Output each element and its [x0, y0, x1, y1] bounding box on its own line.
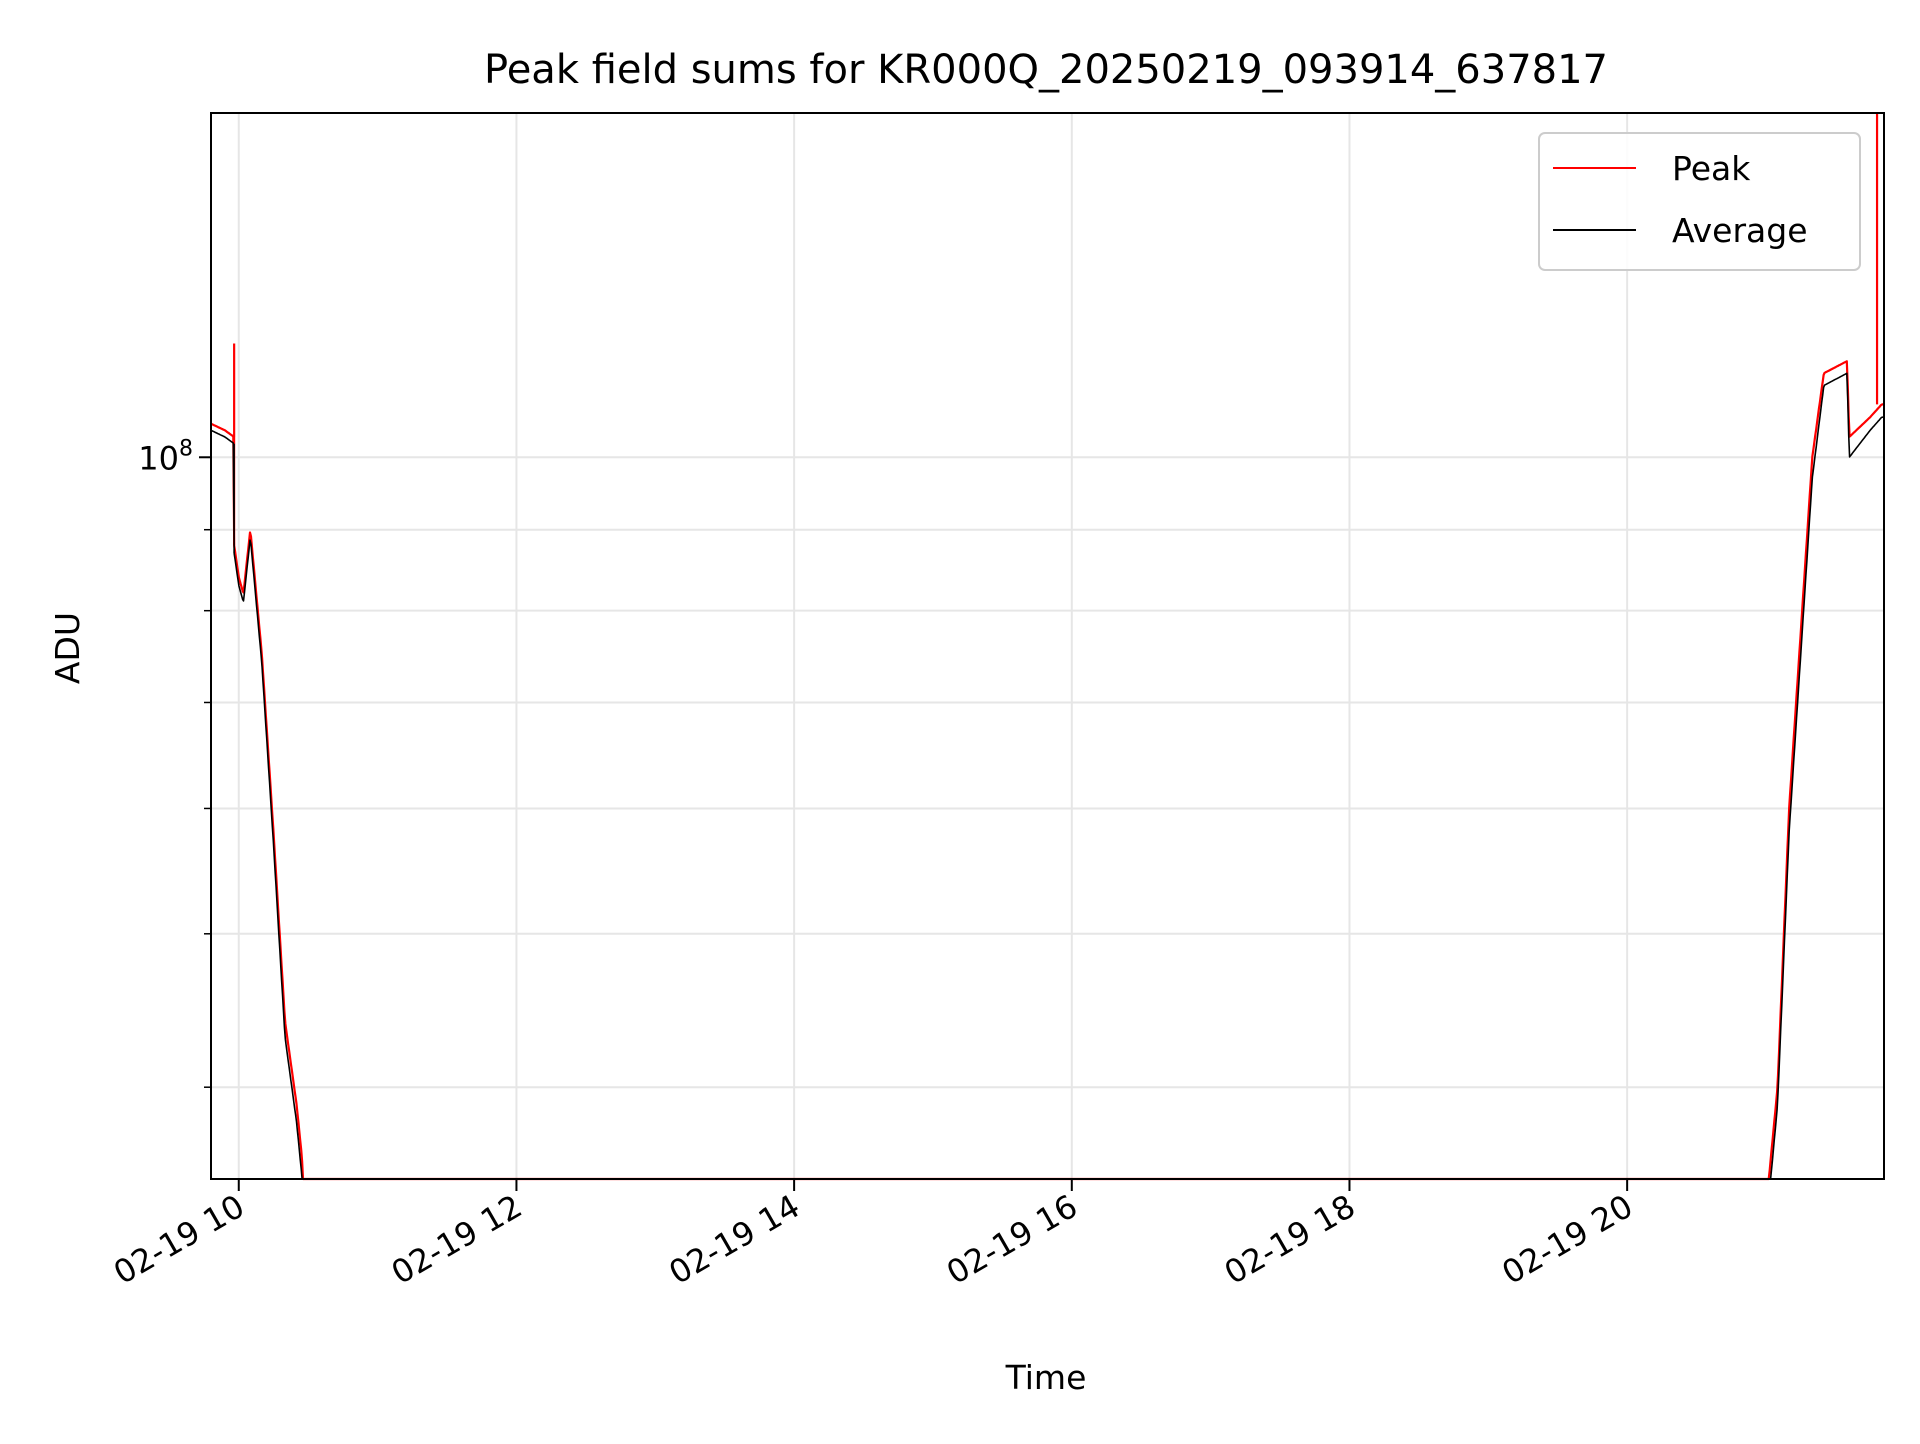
- plot-frame: [210, 112, 1885, 1180]
- grid-layer: [211, 113, 1884, 1179]
- chart-title: Peak field sums for KR000Q_20250219_0939…: [484, 47, 1608, 93]
- legend-label-peak: Peak: [1672, 149, 1751, 188]
- y-tick-label: 108: [138, 436, 193, 477]
- x-axis-label: Time: [1005, 1358, 1087, 1397]
- legend: Peak Average: [1538, 132, 1861, 271]
- legend-label-average: Average: [1672, 211, 1808, 250]
- y-axis-label: ADU: [48, 612, 87, 684]
